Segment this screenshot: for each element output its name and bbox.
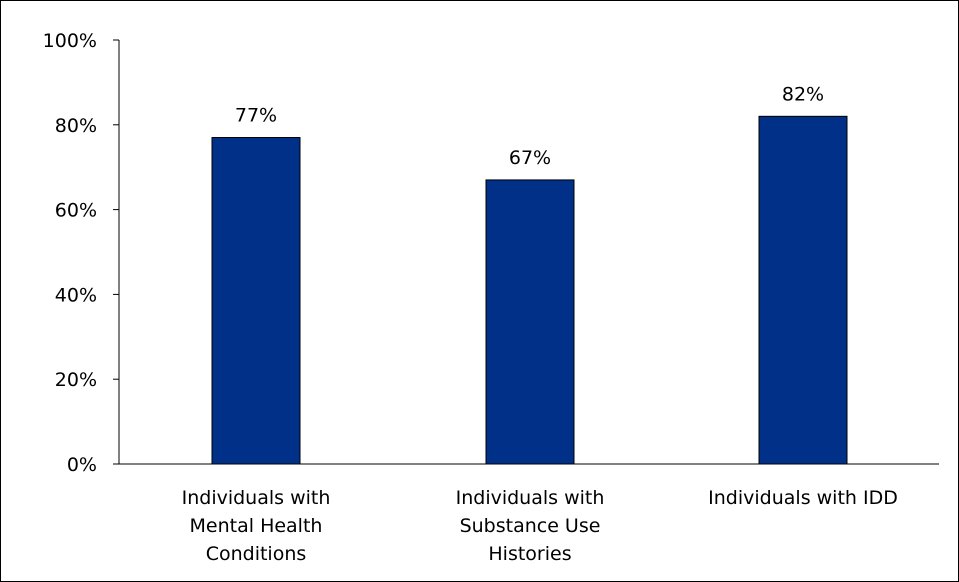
y-tick-label: 80% (55, 115, 97, 137)
bar-value-label: 67% (509, 147, 551, 169)
y-tick-label: 20% (55, 369, 97, 391)
y-axis-ticks: 0% 20% 40% 60% 80% 100% (43, 30, 119, 476)
x-category-label-line: Mental Health (190, 515, 323, 537)
bar (486, 180, 574, 464)
x-category-label: Individuals with IDD (708, 487, 898, 509)
y-tick-label: 40% (55, 284, 97, 306)
bar-value-label: 82% (782, 83, 824, 105)
x-category-label-line: Histories (488, 543, 571, 565)
x-category-label-line: Individuals with (456, 487, 605, 509)
x-category-label: Individuals with Mental Health Conditions (182, 487, 331, 565)
bar (759, 116, 847, 464)
x-category-label: Individuals with Substance Use Histories (456, 487, 605, 565)
data-labels: 77% 67% 82% (235, 83, 824, 169)
y-tick-label: 60% (55, 200, 97, 222)
y-tick-label: 0% (67, 454, 97, 476)
bar-value-label: 77% (235, 105, 277, 127)
x-axis-category-labels: Individuals with Mental Health ConditionsI… (182, 487, 898, 565)
x-category-label-line: Individuals with IDD (708, 487, 898, 509)
bar (212, 138, 300, 464)
x-category-label-line: Conditions (206, 543, 307, 565)
y-tick-label: 100% (43, 30, 97, 52)
x-category-label-line: Substance Use (460, 515, 601, 537)
x-category-label-line: Individuals with (182, 487, 331, 509)
